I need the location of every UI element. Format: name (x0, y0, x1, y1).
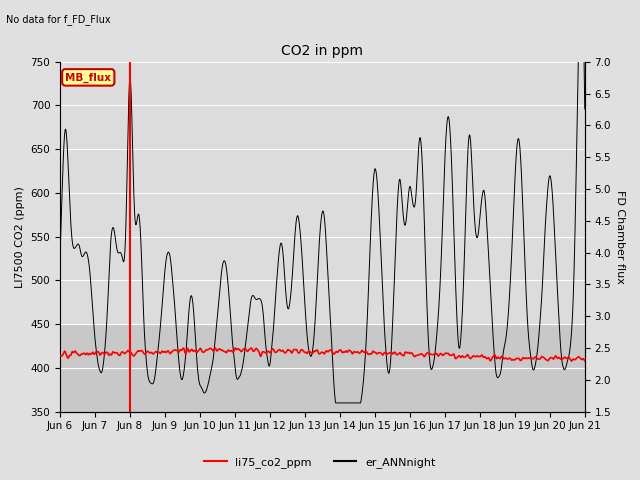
Title: CO2 in ppm: CO2 in ppm (282, 44, 364, 58)
Bar (60, 53, 585, 324)
Text: No data for f_FD_Flux: No data for f_FD_Flux (6, 14, 111, 25)
Text: MB_flux: MB_flux (65, 72, 111, 83)
Y-axis label: LI7500 CO2 (ppm): LI7500 CO2 (ppm) (15, 186, 25, 288)
Y-axis label: FD Chamber flux: FD Chamber flux (615, 190, 625, 284)
Legend: li75_co2_ppm, er_ANNnight: li75_co2_ppm, er_ANNnight (200, 452, 440, 472)
